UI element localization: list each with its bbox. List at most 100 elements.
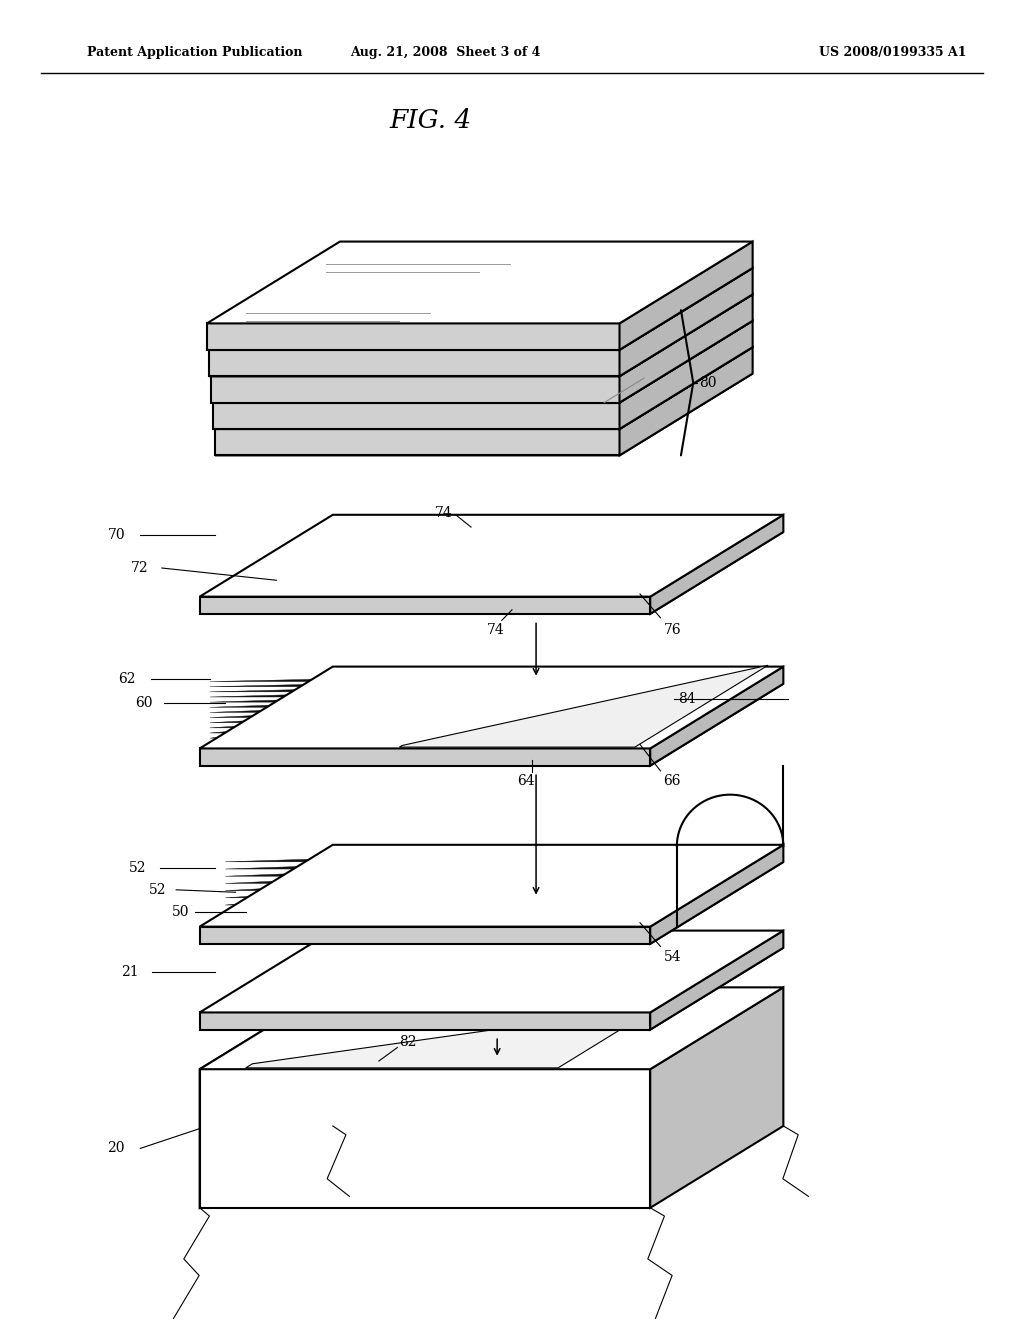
- Polygon shape: [425, 589, 566, 591]
- Polygon shape: [210, 741, 371, 743]
- Polygon shape: [415, 713, 601, 715]
- Polygon shape: [200, 532, 783, 614]
- Polygon shape: [210, 735, 379, 738]
- Text: 60: 60: [135, 697, 153, 710]
- Text: 54: 54: [664, 950, 681, 964]
- Polygon shape: [415, 746, 547, 748]
- Text: 50: 50: [172, 906, 189, 919]
- Text: 20: 20: [108, 1142, 125, 1155]
- Polygon shape: [215, 429, 620, 455]
- Text: 76: 76: [664, 623, 681, 636]
- Polygon shape: [425, 557, 618, 560]
- Polygon shape: [215, 374, 753, 455]
- Text: 21: 21: [121, 965, 138, 978]
- Polygon shape: [200, 597, 650, 614]
- Polygon shape: [225, 902, 369, 906]
- Polygon shape: [210, 523, 521, 595]
- Text: 62: 62: [118, 672, 135, 686]
- Text: 52: 52: [148, 883, 166, 896]
- Polygon shape: [210, 689, 455, 692]
- Polygon shape: [209, 294, 753, 376]
- Polygon shape: [568, 523, 752, 595]
- Polygon shape: [210, 710, 421, 713]
- Polygon shape: [209, 268, 753, 350]
- Polygon shape: [415, 723, 583, 726]
- Polygon shape: [200, 845, 783, 927]
- Text: 64: 64: [517, 775, 535, 788]
- Polygon shape: [210, 694, 446, 697]
- Polygon shape: [425, 562, 609, 565]
- Polygon shape: [225, 887, 392, 891]
- Polygon shape: [211, 376, 620, 403]
- Text: Patent Application Publication: Patent Application Publication: [87, 46, 302, 59]
- Polygon shape: [200, 862, 783, 944]
- Polygon shape: [210, 730, 387, 733]
- Polygon shape: [650, 845, 783, 944]
- Polygon shape: [399, 665, 768, 747]
- Polygon shape: [225, 916, 345, 920]
- Polygon shape: [425, 594, 557, 597]
- Polygon shape: [425, 568, 601, 570]
- Polygon shape: [415, 696, 628, 698]
- Polygon shape: [415, 735, 565, 738]
- Polygon shape: [415, 685, 646, 688]
- Polygon shape: [225, 895, 380, 898]
- Polygon shape: [415, 718, 592, 721]
- Polygon shape: [210, 721, 404, 723]
- Polygon shape: [225, 866, 427, 869]
- Polygon shape: [650, 931, 783, 1030]
- Polygon shape: [225, 880, 403, 883]
- Polygon shape: [425, 578, 584, 581]
- Polygon shape: [210, 705, 429, 708]
- Polygon shape: [207, 323, 620, 350]
- Polygon shape: [200, 1069, 650, 1208]
- Text: 74: 74: [486, 623, 504, 636]
- Polygon shape: [425, 529, 662, 532]
- Polygon shape: [210, 678, 471, 681]
- Polygon shape: [213, 347, 753, 429]
- Polygon shape: [200, 927, 650, 944]
- Polygon shape: [200, 515, 783, 597]
- Text: 84: 84: [678, 692, 695, 706]
- Polygon shape: [210, 700, 437, 702]
- Polygon shape: [620, 347, 753, 455]
- Polygon shape: [425, 583, 574, 586]
- Polygon shape: [415, 680, 655, 682]
- Polygon shape: [415, 729, 574, 731]
- Polygon shape: [650, 667, 783, 766]
- Polygon shape: [650, 515, 783, 614]
- Polygon shape: [415, 690, 637, 693]
- Polygon shape: [209, 350, 620, 376]
- Polygon shape: [210, 715, 413, 718]
- Polygon shape: [425, 573, 592, 576]
- Polygon shape: [425, 541, 644, 543]
- Polygon shape: [620, 294, 753, 403]
- Polygon shape: [200, 748, 650, 766]
- Polygon shape: [200, 987, 333, 1208]
- Polygon shape: [207, 268, 753, 350]
- Text: 72: 72: [131, 561, 148, 576]
- Polygon shape: [225, 858, 438, 862]
- Text: FIG. 4: FIG. 4: [389, 108, 471, 133]
- Polygon shape: [225, 923, 333, 927]
- Polygon shape: [200, 931, 783, 1012]
- Text: 74: 74: [435, 506, 453, 520]
- Polygon shape: [225, 908, 356, 912]
- Polygon shape: [200, 1012, 650, 1030]
- Polygon shape: [211, 294, 753, 376]
- Polygon shape: [213, 321, 753, 403]
- Polygon shape: [207, 242, 753, 323]
- Polygon shape: [425, 552, 627, 554]
- Text: 52: 52: [129, 861, 146, 875]
- Polygon shape: [200, 948, 783, 1030]
- Polygon shape: [425, 535, 653, 537]
- Polygon shape: [210, 726, 396, 727]
- Polygon shape: [210, 746, 362, 748]
- Polygon shape: [650, 987, 783, 1208]
- Polygon shape: [210, 684, 463, 686]
- Polygon shape: [620, 321, 753, 429]
- Text: Aug. 21, 2008  Sheet 3 of 4: Aug. 21, 2008 Sheet 3 of 4: [350, 46, 541, 59]
- Polygon shape: [415, 741, 556, 743]
- Polygon shape: [211, 321, 753, 403]
- Text: 66: 66: [664, 775, 681, 788]
